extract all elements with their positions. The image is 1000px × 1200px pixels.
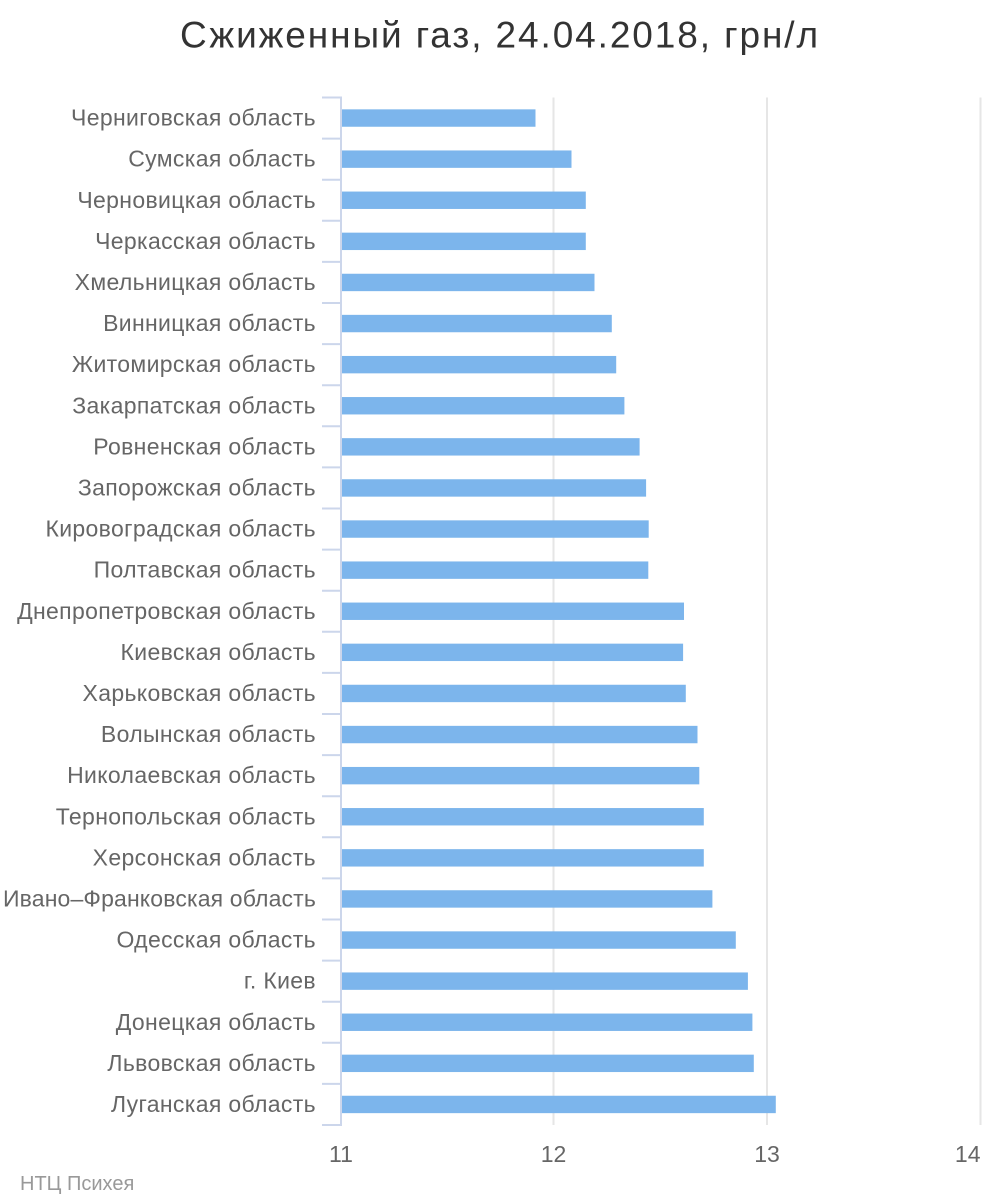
svg-text:Черкасская область: Черкасская область [95, 228, 316, 254]
svg-text:НТЦ Психея: НТЦ Психея [20, 1173, 134, 1195]
svg-text:14: 14 [955, 1141, 981, 1167]
svg-text:13: 13 [754, 1141, 780, 1167]
svg-text:Винницкая область: Винницкая область [103, 310, 316, 336]
svg-text:12: 12 [541, 1141, 567, 1167]
svg-text:Ивано–Франковская область: Ивано–Франковская область [3, 885, 316, 911]
svg-text:Киевская область: Киевская область [121, 639, 316, 665]
svg-text:Кировоградская область: Кировоградская область [45, 516, 316, 542]
svg-text:Черниговская область: Черниговская область [71, 105, 316, 131]
svg-text:Сжиженный газ, 24.04.2018, грн: Сжиженный газ, 24.04.2018, грн/л [180, 15, 820, 56]
svg-text:Запорожская область: Запорожская область [78, 474, 316, 500]
svg-text:Закарпатская область: Закарпатская область [72, 392, 316, 418]
svg-text:Черновицкая область: Черновицкая область [77, 187, 316, 213]
svg-text:Днепропетровская область: Днепропетровская область [17, 598, 316, 624]
svg-text:Сумская область: Сумская область [128, 146, 316, 172]
svg-text:Ровненская область: Ровненская область [93, 433, 316, 459]
svg-text:Николаевская область: Николаевская область [67, 762, 316, 788]
svg-text:Харьковская область: Харьковская область [83, 680, 317, 706]
svg-text:Львовская область: Львовская область [107, 1050, 316, 1076]
svg-text:Тернопольская область: Тернопольская область [56, 803, 316, 829]
svg-text:Волынская область: Волынская область [101, 721, 316, 747]
svg-text:Хмельницкая область: Хмельницкая область [75, 269, 316, 295]
svg-text:Полтавская область: Полтавская область [94, 557, 316, 583]
svg-text:Житомирская область: Житомирская область [72, 351, 316, 377]
svg-text:11: 11 [329, 1141, 353, 1167]
svg-text:Одесская область: Одесская область [116, 927, 316, 953]
svg-text:Донецкая область: Донецкая область [116, 1009, 316, 1035]
svg-text:Херсонская область: Херсонская область [93, 844, 316, 870]
svg-text:Луганская область: Луганская область [111, 1091, 316, 1117]
svg-text:г. Киев: г. Киев [244, 968, 316, 994]
